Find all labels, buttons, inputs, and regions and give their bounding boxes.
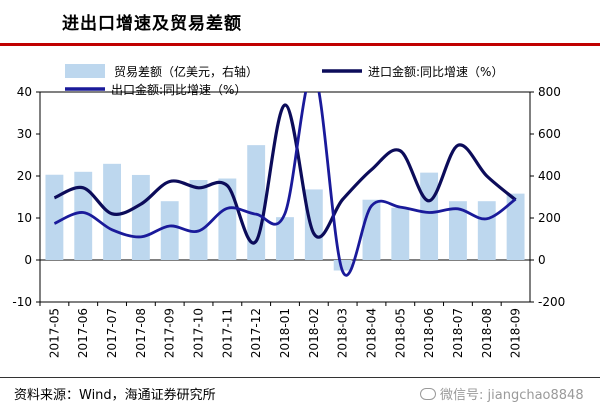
x-tick-label: 2018-01 — [278, 308, 292, 358]
x-tick-label: 2018-07 — [451, 308, 465, 358]
trade-balance-bar — [304, 189, 323, 260]
trade-chart: -10 0 10 20 30 40 -200 0 200 400 600 800 2017-05 2017… — [12, 64, 565, 358]
x-tick-label: 2018-04 — [364, 308, 378, 358]
left-tick-label: 30 — [17, 127, 32, 141]
left-tick-label: 0 — [24, 253, 32, 267]
x-tick-label: 2017-12 — [249, 308, 263, 358]
x-tick-label: 2017-05 — [47, 308, 61, 358]
page-title: 进出口增速及贸易差额 — [62, 14, 242, 34]
x-tick-label: 2018-03 — [336, 308, 350, 358]
x-tick-label: 2017-06 — [76, 308, 90, 358]
right-tick-label: 200 — [538, 211, 561, 225]
x-tick-label: 2018-08 — [480, 308, 494, 358]
import-growth-line — [53, 103, 517, 245]
title-rule — [0, 43, 600, 46]
source-note: 资料来源：Wind，海通证券研究所 — [14, 388, 216, 403]
x-tick-label: 2018-02 — [307, 308, 321, 358]
right-tick-label: -200 — [538, 295, 565, 309]
trade-balance-bar — [74, 171, 93, 260]
x-tick-label: 2017-09 — [163, 308, 177, 358]
trade-balance-bar — [391, 207, 410, 260]
x-tick-label: 2017-11 — [220, 308, 234, 358]
right-tick-label: 0 — [538, 253, 546, 267]
chart-legend: 贸易差额（亿美元，右轴） 进口金额:同比增速（%） 出口金额:同比增速（%） — [65, 64, 503, 97]
legend-swatch-bar — [65, 64, 105, 78]
left-tick-label: 40 — [17, 85, 32, 99]
trade-balance-bar — [449, 201, 467, 260]
x-tick-label: 2018-06 — [422, 308, 436, 358]
x-tick-label: 2017-10 — [192, 308, 206, 358]
plot-frame — [39, 91, 531, 303]
trade-balance-bar — [103, 163, 121, 260]
x-tick-label: 2018-09 — [509, 308, 523, 358]
wechat-icon — [420, 388, 436, 400]
trade-balance-bar — [45, 174, 64, 260]
legend-label-export: 出口金额:同比增速（%） — [111, 82, 246, 97]
trade-balance-bar — [477, 201, 496, 260]
trade-balance-bar — [333, 260, 352, 271]
x-tick-label: 2018-05 — [393, 308, 407, 358]
chart-axes: -10 0 10 20 30 40 -200 0 200 400 600 800 2017-05 2017… — [12, 85, 565, 358]
watermark: 微信号: jiangchao8848 — [420, 384, 584, 403]
trade-balance-bar — [160, 201, 179, 260]
watermark-text: 微信号: jiangchao8848 — [440, 388, 584, 403]
trade-balance-bar — [362, 199, 381, 260]
x-tick-label: 2017-08 — [134, 308, 148, 358]
legend-label-import: 进口金额:同比增速（%） — [368, 64, 503, 79]
right-tick-label: 400 — [538, 169, 561, 183]
right-tick-label: 800 — [538, 85, 561, 99]
trade-balance-bar — [218, 178, 237, 260]
x-tick-label: 2017-07 — [105, 308, 119, 358]
left-tick-label: -10 — [12, 295, 32, 309]
line-series — [53, 92, 517, 277]
legend-label-bar: 贸易差额（亿美元，右轴） — [114, 64, 258, 79]
trade-balance-bar — [189, 179, 208, 260]
left-tick-label: 20 — [17, 169, 32, 183]
trade-balance-bar — [506, 193, 525, 260]
trade-balance-bar — [276, 217, 294, 260]
bottom-rule — [0, 377, 600, 378]
trade-balance-bar — [131, 174, 150, 260]
left-tick-label: 10 — [17, 211, 32, 225]
export-growth-line — [53, 92, 517, 277]
right-tick-label: 600 — [538, 127, 561, 141]
trade-balance-bar — [420, 172, 439, 260]
